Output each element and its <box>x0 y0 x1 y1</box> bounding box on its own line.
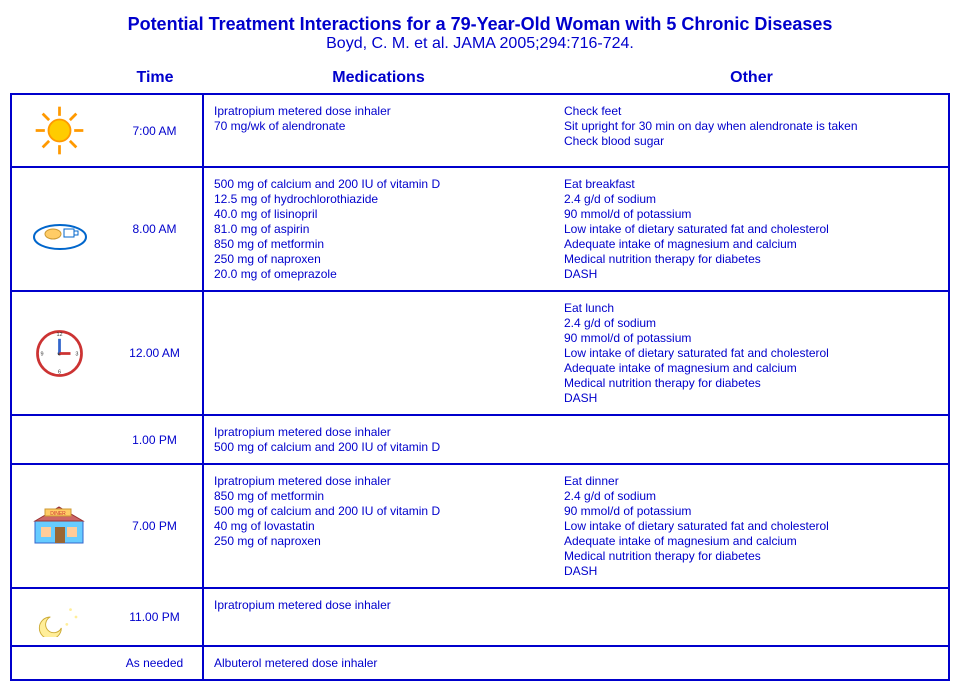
other-line: Adequate intake of magnesium and calcium <box>564 361 938 375</box>
svg-text:12: 12 <box>56 332 62 338</box>
time-cell: 1.00 PM <box>107 415 203 464</box>
other-line: 2.4 g/d of sodium <box>564 316 938 330</box>
clock-icon: 12 3 6 9 <box>11 291 107 415</box>
medication-line: 20.0 mg of omeprazole <box>214 267 544 281</box>
other-line: Adequate intake of magnesium and calcium <box>564 534 938 548</box>
svg-text:3: 3 <box>75 351 78 357</box>
sun-icon <box>11 94 107 167</box>
breakfast-icon <box>11 167 107 291</box>
col-icon <box>11 63 107 94</box>
medication-line: 40.0 mg of lisinopril <box>214 207 544 221</box>
other-line: DASH <box>564 267 938 281</box>
medication-line: 70 mg/wk of alendronate <box>214 119 544 133</box>
other-cell <box>554 415 949 464</box>
time-cell: 7.00 PM <box>107 464 203 588</box>
medication-line: 500 mg of calcium and 200 IU of vitamin … <box>214 504 544 518</box>
medications-cell: Ipratropium metered dose inhaler500 mg o… <box>203 415 554 464</box>
other-line: Low intake of dietary saturated fat and … <box>564 346 938 360</box>
medication-line: Ipratropium metered dose inhaler <box>214 425 544 439</box>
moon-icon <box>11 588 107 646</box>
medication-line: Ipratropium metered dose inhaler <box>214 598 544 612</box>
medications-cell <box>203 291 554 415</box>
medications-cell: 500 mg of calcium and 200 IU of vitamin … <box>203 167 554 291</box>
medication-line: 250 mg of naproxen <box>214 252 544 266</box>
medication-line: Ipratropium metered dose inhaler <box>214 474 544 488</box>
col-time: Time <box>107 63 203 94</box>
other-line: Adequate intake of magnesium and calcium <box>564 237 938 251</box>
medications-cell: Ipratropium metered dose inhaler850 mg o… <box>203 464 554 588</box>
medication-line: 850 mg of metformin <box>214 237 544 251</box>
other-line: 90 mmol/d of potassium <box>564 504 938 518</box>
svg-text:9: 9 <box>41 351 44 357</box>
other-line: Eat breakfast <box>564 177 938 191</box>
page-subtitle: Boyd, C. M. et al. JAMA 2005;294:716-724… <box>10 35 950 53</box>
time-cell: 12.00 AM <box>107 291 203 415</box>
other-line: Eat dinner <box>564 474 938 488</box>
time-cell: As needed <box>107 646 203 680</box>
diner-icon: DINER <box>11 464 107 588</box>
other-line: Medical nutrition therapy for diabetes <box>564 376 938 390</box>
medication-line: Ipratropium metered dose inhaler <box>214 104 544 118</box>
other-cell: Eat lunch2.4 g/d of sodium90 mmol/d of p… <box>554 291 949 415</box>
medication-line: 500 mg of calcium and 200 IU of vitamin … <box>214 177 544 191</box>
other-line: Medical nutrition therapy for diabetes <box>564 252 938 266</box>
medication-line: Albuterol metered dose inhaler <box>214 656 544 670</box>
medication-line: 250 mg of naproxen <box>214 534 544 548</box>
other-line: Eat lunch <box>564 301 938 315</box>
table-row: 1.00 PMIpratropium metered dose inhaler5… <box>11 415 949 464</box>
schedule-table: Time Medications Other 7:00 AMIpratropiu… <box>10 63 950 681</box>
medications-cell: Albuterol metered dose inhaler <box>203 646 554 680</box>
other-line: 2.4 g/d of sodium <box>564 192 938 206</box>
medications-cell: Ipratropium metered dose inhaler70 mg/wk… <box>203 94 554 167</box>
medications-cell: Ipratropium metered dose inhaler <box>203 588 554 646</box>
medication-line: 12.5 mg of hydrochlorothiazide <box>214 192 544 206</box>
table-row: 11.00 PM Ipratropium metered dose inhaler <box>11 588 949 646</box>
other-line: Check feet <box>564 104 938 118</box>
time-cell: 8.00 AM <box>107 167 203 291</box>
medication-line: 850 mg of metformin <box>214 489 544 503</box>
other-line: DASH <box>564 391 938 405</box>
other-cell: Eat breakfast2.4 g/d of sodium90 mmol/d … <box>554 167 949 291</box>
other-line: Check blood sugar <box>564 134 938 148</box>
other-line: Medical nutrition therapy for diabetes <box>564 549 938 563</box>
svg-text:DINER: DINER <box>50 511 66 517</box>
other-line: Low intake of dietary saturated fat and … <box>564 222 938 236</box>
medication-line: 81.0 mg of aspirin <box>214 222 544 236</box>
other-line: Sit upright for 30 min on day when alend… <box>564 119 938 133</box>
time-cell: 7:00 AM <box>107 94 203 167</box>
table-row: 8.00 AM 500 mg of calcium and 200 IU of v… <box>11 167 949 291</box>
other-line: 90 mmol/d of potassium <box>564 207 938 221</box>
other-cell <box>554 646 949 680</box>
medication-line: 40 mg of lovastatin <box>214 519 544 533</box>
other-line: 2.4 g/d of sodium <box>564 489 938 503</box>
table-row: 7:00 AMIpratropium metered dose inhaler7… <box>11 94 949 167</box>
other-line: DASH <box>564 564 938 578</box>
other-line: 90 mmol/d of potassium <box>564 331 938 345</box>
table-row: DINER7.00 PMIpratropium metered dose inh… <box>11 464 949 588</box>
medication-line: 500 mg of calcium and 200 IU of vitamin … <box>214 440 544 454</box>
empty-icon <box>11 646 107 680</box>
other-cell: Eat dinner2.4 g/d of sodium90 mmol/d of … <box>554 464 949 588</box>
other-cell <box>554 588 949 646</box>
table-row: As needed Albuterol metered dose inhaler <box>11 646 949 680</box>
svg-text:6: 6 <box>58 369 61 375</box>
col-meds: Medications <box>203 63 554 94</box>
col-other: Other <box>554 63 949 94</box>
other-line: Low intake of dietary saturated fat and … <box>564 519 938 533</box>
table-row: 12 3 6 9 12.00 AM Eat lunch2.4 g/d of sodium9… <box>11 291 949 415</box>
time-cell: 11.00 PM <box>107 588 203 646</box>
other-cell: Check feetSit upright for 30 min on day … <box>554 94 949 167</box>
page-title: Potential Treatment Interactions for a 7… <box>10 14 950 35</box>
empty-icon <box>11 415 107 464</box>
